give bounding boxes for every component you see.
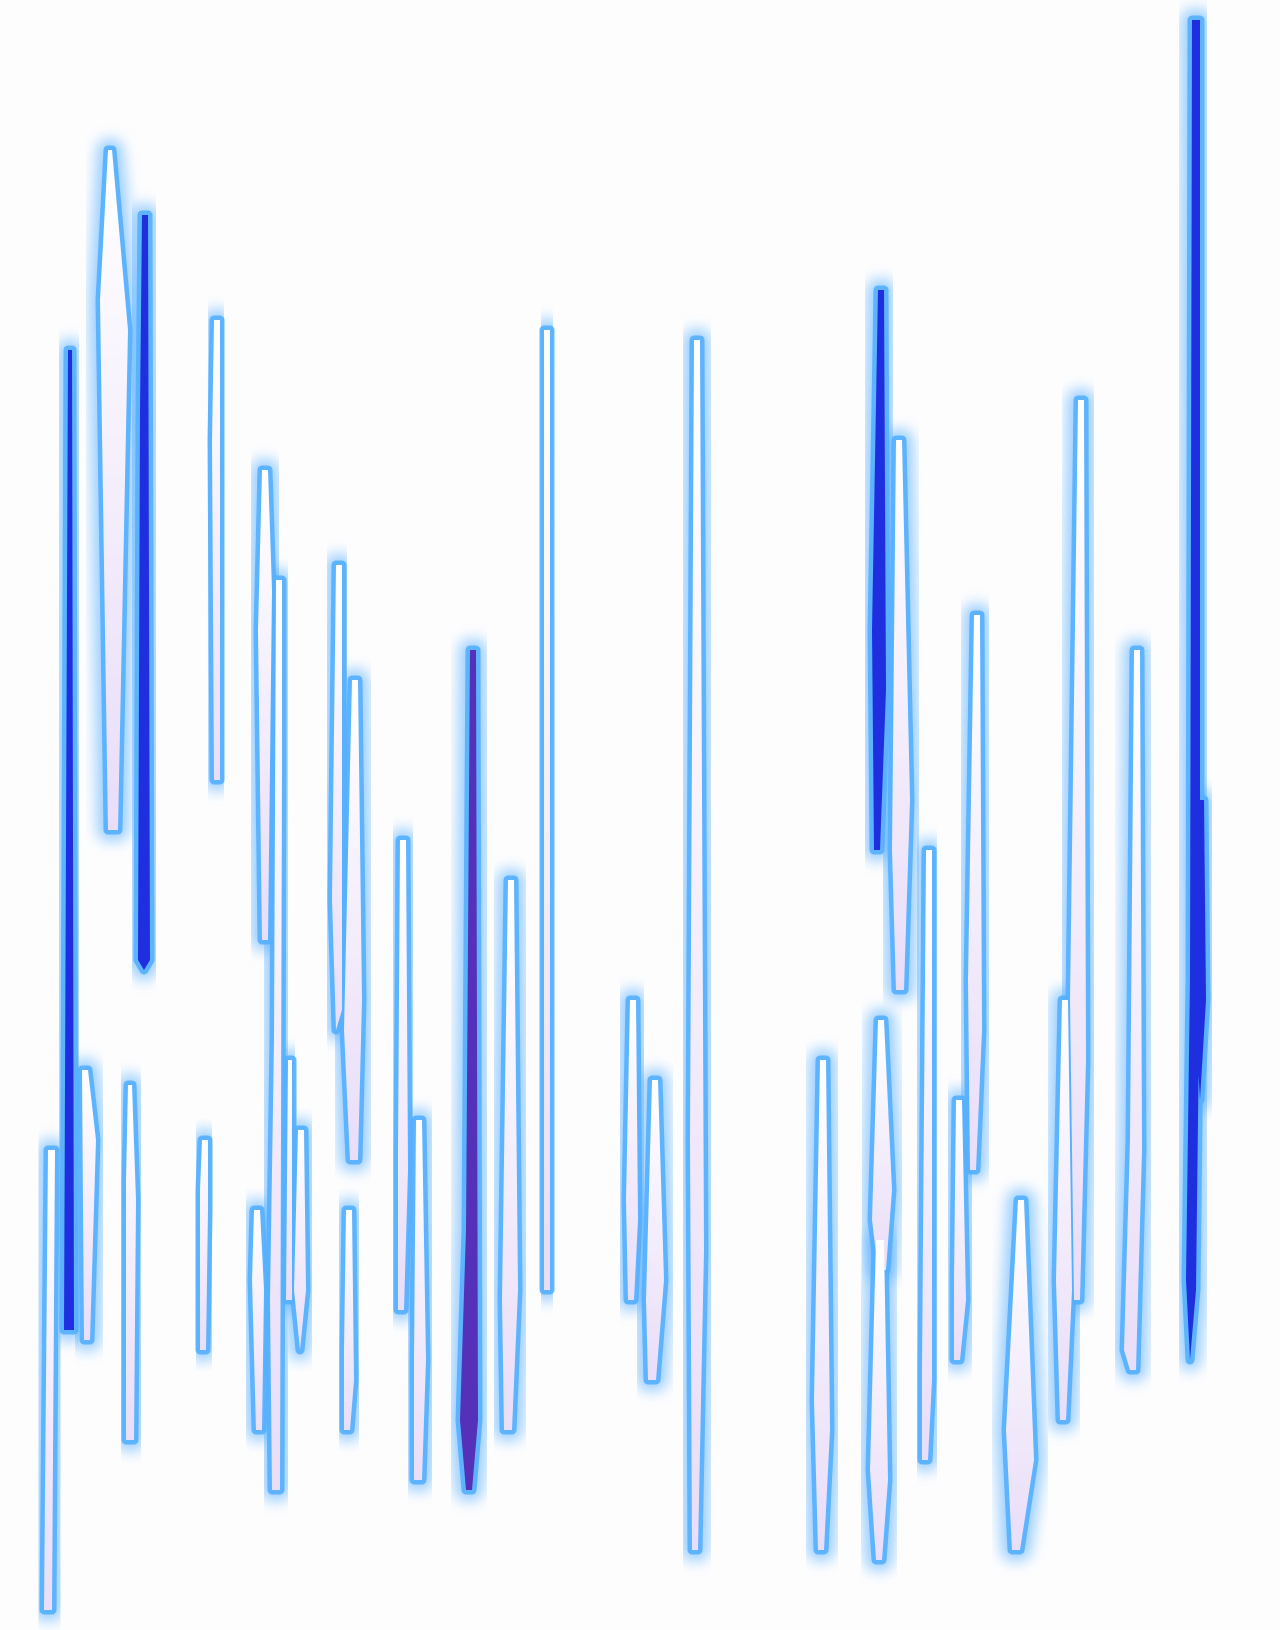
spike-core <box>1056 1000 1072 1420</box>
spike-core <box>922 850 932 1460</box>
spike-core <box>892 440 910 990</box>
spike-core <box>968 615 982 1170</box>
core-layer <box>44 20 1206 1610</box>
spike-core <box>344 1210 354 1430</box>
spike-core <box>286 1060 292 1300</box>
spike-core <box>294 1130 306 1350</box>
spike-core <box>460 650 478 1490</box>
spike-core <box>252 1210 264 1430</box>
spike-core <box>82 1070 96 1340</box>
spike-core <box>814 1060 830 1550</box>
spike-core <box>1124 650 1142 1370</box>
spike-core <box>212 320 220 780</box>
spike-core <box>646 1080 664 1380</box>
spike-core <box>1070 400 1086 1300</box>
spike-core <box>870 1240 888 1560</box>
spike-core <box>954 1100 966 1360</box>
spike-core <box>398 840 408 1310</box>
spike-core <box>544 330 550 1290</box>
spike-core <box>270 580 282 1490</box>
spike-core <box>344 680 362 1160</box>
spike-core <box>626 1000 638 1300</box>
spike-core <box>332 565 342 1030</box>
spike-core <box>690 340 704 1550</box>
spike-core <box>1194 800 1206 1100</box>
spike-core <box>44 1150 55 1610</box>
spike-core <box>100 150 128 830</box>
spike-core <box>872 1020 892 1270</box>
spike-core <box>64 350 74 1330</box>
spike-core <box>502 880 518 1430</box>
spike-core <box>1006 1200 1034 1550</box>
spike-core <box>200 1140 208 1350</box>
spike-core <box>258 470 272 940</box>
spike-core <box>138 215 150 970</box>
outline-layer <box>39 15 1211 1615</box>
spike-core <box>414 1120 426 1480</box>
spike-core <box>126 1085 136 1440</box>
spike-core <box>872 290 886 850</box>
